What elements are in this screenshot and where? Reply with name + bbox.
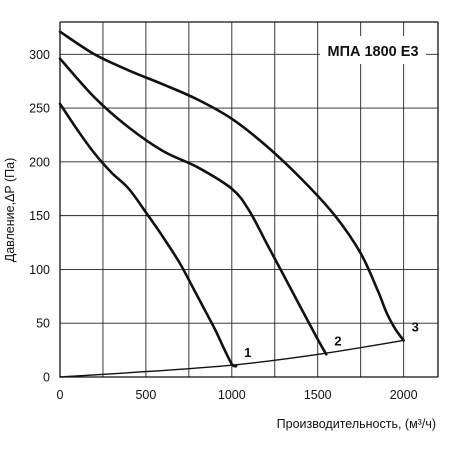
y-tick-label: 0: [43, 371, 50, 385]
curves: [58, 30, 405, 378]
x-axis-label: Производительность, (м³/ч): [277, 417, 436, 431]
curve-label-1: 1: [244, 345, 251, 360]
system-resistance-curve: [59, 339, 405, 378]
chart-title-box: МПА 1800 Е3: [320, 36, 426, 64]
y-axis-label: Давление,ΔP (Па): [3, 158, 17, 263]
grid: [60, 22, 438, 377]
y-tick-label: 100: [29, 263, 50, 277]
axes: 0 500 1000 1500 2000 0 50 100 150 200 250 300: [29, 21, 439, 402]
y-tick-label: 150: [29, 209, 50, 223]
chart-title: МПА 1800 Е3: [327, 44, 418, 60]
x-tick-label: 500: [135, 388, 156, 402]
x-tick-label: 2000: [390, 388, 418, 402]
y-tick-label: 50: [36, 317, 50, 331]
fan-curve-3: [58, 30, 405, 342]
title-background: [320, 36, 426, 64]
fan-curve-1: [58, 102, 238, 368]
fan-curve-2: [58, 57, 328, 356]
y-tick-label: 300: [29, 48, 50, 62]
curve-label-2: 2: [334, 333, 341, 348]
curve-labels: 1 2 3: [244, 319, 419, 360]
y-tick-label: 250: [29, 102, 50, 116]
curve-label-3: 3: [412, 319, 419, 334]
x-tick-label: 1500: [304, 388, 332, 402]
x-tick-label: 0: [57, 388, 64, 402]
x-tick-label: 1000: [218, 388, 246, 402]
y-tick-label: 200: [29, 155, 50, 169]
